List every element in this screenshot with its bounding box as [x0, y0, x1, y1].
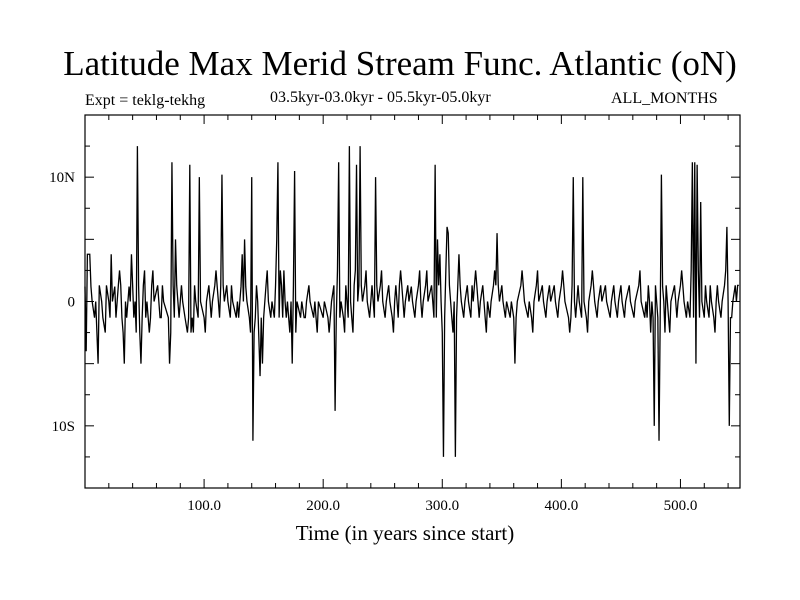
series-line: [84, 146, 739, 457]
y-tick-label: 10S: [52, 419, 75, 435]
experiment-label: Expt = teklg-tekhg: [85, 92, 206, 109]
y-tick-label: 0: [68, 295, 76, 311]
chart-title: Latitude Max Merid Stream Func. Atlantic…: [63, 44, 737, 83]
x-tick-label: 400.0: [544, 498, 578, 514]
chart-subtitle: 03.5kyr-03.0kyr - 05.5kyr-05.0kyr: [270, 89, 491, 106]
x-tick-label: 300.0: [425, 498, 459, 514]
series-layer: [84, 146, 739, 457]
x-tick-label: 200.0: [306, 498, 340, 514]
x-tick-label: 500.0: [664, 498, 698, 514]
y-tick-label: 10N: [49, 170, 75, 186]
x-tick-label: 100.0: [187, 498, 221, 514]
tick-marks: [85, 115, 740, 488]
tick-labels: 100.0 200.0 300.0 400.0 500.0 10N 0 10S: [49, 170, 697, 514]
months-label: ALL_MONTHS: [611, 90, 718, 107]
x-axis-label: Time (in years since start): [295, 521, 515, 545]
plot-frame: [84, 114, 741, 489]
